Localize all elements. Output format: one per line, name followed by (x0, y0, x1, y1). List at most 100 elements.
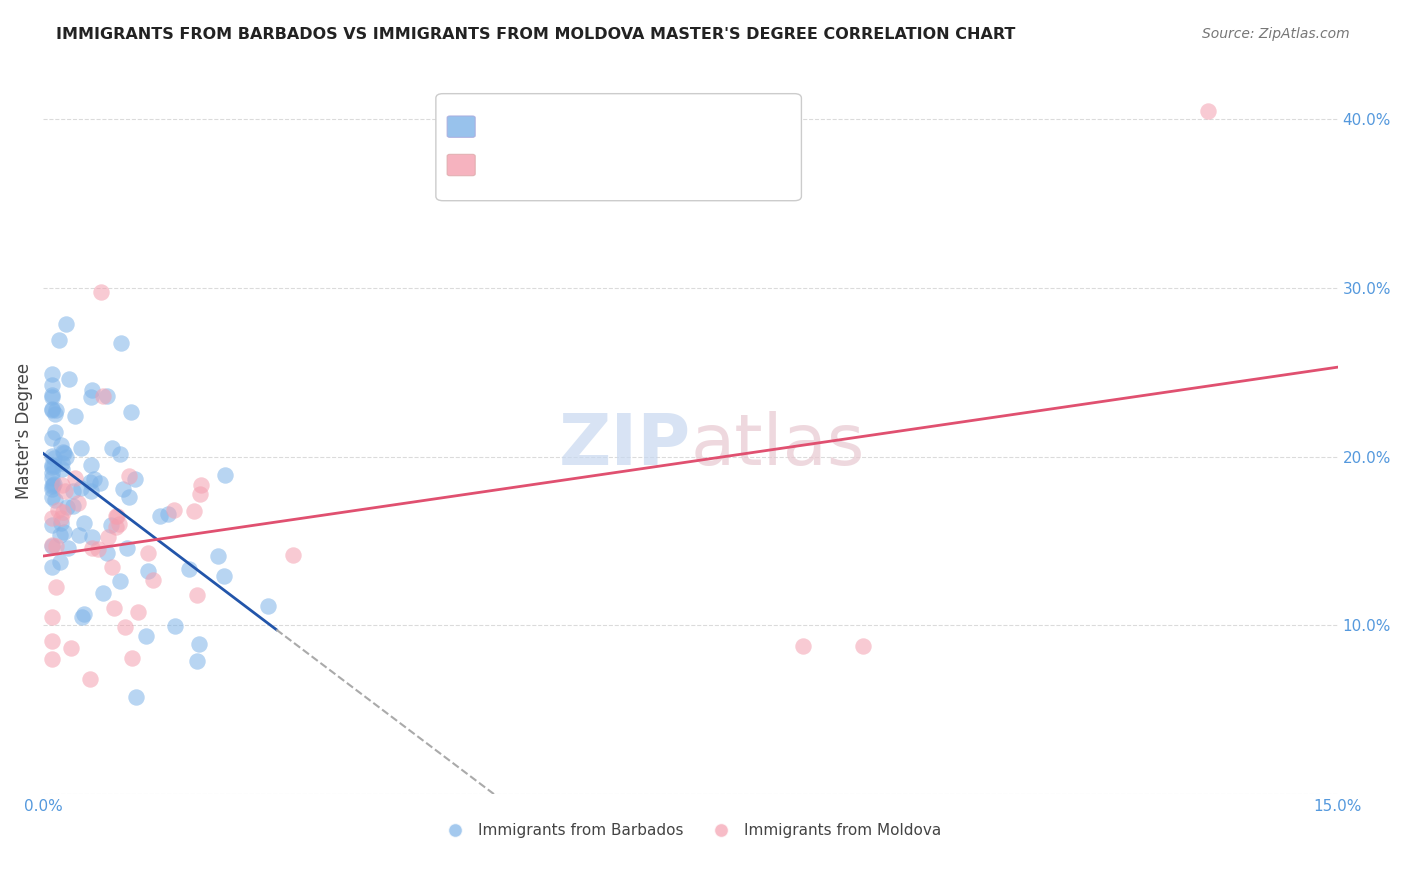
Immigrants from Barbados (70, 610, 93, 624)
Immigrants from Barbados (41, 517, 63, 532)
Text: -0.383: -0.383 (530, 118, 585, 133)
Immigrants from Barbados (52, 445, 75, 459)
Immigrants from Barbados (89, 476, 111, 491)
Immigrants from Barbados (214, 468, 236, 483)
Immigrants from Barbados (48, 333, 70, 347)
Immigrants from Barbados (82, 384, 104, 398)
Immigrants from Barbados (186, 654, 208, 668)
Immigrants from Moldova (63, 471, 86, 485)
Immigrants from Barbados (62, 499, 84, 513)
Immigrants from Moldova (45, 580, 67, 594)
Immigrants from Barbados (41, 431, 63, 445)
Immigrants from Moldova (91, 389, 114, 403)
Immigrants from Moldova (41, 511, 63, 525)
Immigrants from Moldova (1197, 103, 1219, 118)
Immigrants from Barbados (53, 446, 76, 460)
Text: N =: N = (605, 156, 638, 171)
Immigrants from Moldova (183, 504, 205, 518)
Immigrants from Moldova (41, 652, 63, 666)
Immigrants from Moldova (66, 496, 89, 510)
Immigrants from Barbados (55, 450, 77, 464)
Immigrants from Barbados (125, 690, 148, 704)
Immigrants from Moldova (105, 519, 128, 533)
Text: R =: R = (478, 118, 512, 133)
Immigrants from Barbados (41, 390, 63, 404)
Immigrants from Barbados (69, 441, 91, 455)
Immigrants from Barbados (136, 565, 159, 579)
Immigrants from Moldova (281, 548, 304, 562)
Immigrants from Barbados (149, 508, 172, 523)
Immigrants from Moldova (44, 539, 66, 553)
Immigrants from Moldova (118, 469, 141, 483)
Immigrants from Barbados (212, 569, 235, 583)
Immigrants from Moldova (80, 541, 103, 555)
Immigrants from Barbados (41, 402, 63, 417)
Text: Source: ZipAtlas.com: Source: ZipAtlas.com (1202, 27, 1350, 41)
Immigrants from Moldova (190, 477, 212, 491)
Immigrants from Barbados (41, 491, 63, 505)
Immigrants from Barbados (79, 484, 101, 499)
Immigrants from Moldova (852, 639, 875, 653)
Immigrants from Barbados (165, 619, 187, 633)
Immigrants from Barbados (42, 450, 65, 465)
Immigrants from Moldova (97, 530, 120, 544)
Immigrants from Barbados (67, 528, 90, 542)
Immigrants from Moldova (105, 508, 128, 523)
Immigrants from Barbados (44, 407, 66, 421)
Immigrants from Barbados (73, 607, 96, 621)
Immigrants from Barbados (49, 528, 72, 542)
Immigrants from Moldova (163, 503, 186, 517)
Immigrants from Barbados (110, 336, 132, 351)
Immigrants from Moldova (136, 545, 159, 559)
Immigrants from Moldova (103, 601, 125, 615)
Immigrants from Barbados (100, 517, 122, 532)
Immigrants from Barbados (177, 562, 200, 576)
Immigrants from Barbados (108, 574, 131, 588)
Text: 0.124: 0.124 (530, 156, 578, 171)
Immigrants from Barbados (51, 516, 73, 531)
Immigrants from Barbados (41, 467, 63, 481)
Text: N =: N = (605, 118, 638, 133)
Immigrants from Barbados (52, 524, 75, 539)
Text: 42: 42 (650, 156, 671, 171)
Immigrants from Barbados (58, 372, 80, 386)
Immigrants from Barbados (207, 549, 229, 563)
Immigrants from Moldova (41, 634, 63, 648)
Immigrants from Barbados (41, 539, 63, 553)
Immigrants from Moldova (41, 609, 63, 624)
Immigrants from Barbados (44, 493, 66, 508)
Immigrants from Barbados (49, 555, 72, 569)
Immigrants from Barbados (41, 378, 63, 392)
Immigrants from Moldova (186, 588, 208, 602)
Immigrants from Barbados (45, 402, 67, 417)
Immigrants from Barbados (156, 508, 179, 522)
Immigrants from Barbados (73, 516, 96, 530)
Immigrants from Barbados (41, 402, 63, 417)
Immigrants from Barbados (56, 541, 79, 555)
Immigrants from Barbados (63, 409, 86, 424)
Immigrants from Barbados (41, 471, 63, 485)
Immigrants from Barbados (55, 318, 77, 332)
Immigrants from Barbados (112, 482, 135, 496)
Immigrants from Moldova (114, 620, 136, 634)
Immigrants from Barbados (120, 405, 142, 419)
Immigrants from Barbados (96, 389, 118, 403)
Immigrants from Moldova (79, 672, 101, 686)
Immigrants from Moldova (53, 484, 76, 499)
Immigrants from Moldova (190, 487, 212, 501)
Immigrants from Barbados (83, 472, 105, 486)
Immigrants from Moldova (104, 508, 127, 523)
Immigrants from Moldova (792, 639, 814, 653)
Immigrants from Moldova (51, 478, 73, 492)
Legend: Immigrants from Barbados, Immigrants from Moldova: Immigrants from Barbados, Immigrants fro… (433, 817, 948, 845)
Immigrants from Barbados (70, 481, 93, 495)
Immigrants from Barbados (91, 586, 114, 600)
Immigrants from Barbados (117, 541, 139, 555)
Immigrants from Barbados (135, 628, 157, 642)
Immigrants from Barbados (62, 484, 84, 499)
Text: R =: R = (478, 156, 512, 171)
Immigrants from Moldova (121, 651, 143, 665)
Immigrants from Moldova (87, 541, 110, 556)
Immigrants from Moldova (142, 573, 165, 587)
Immigrants from Barbados (108, 447, 131, 461)
